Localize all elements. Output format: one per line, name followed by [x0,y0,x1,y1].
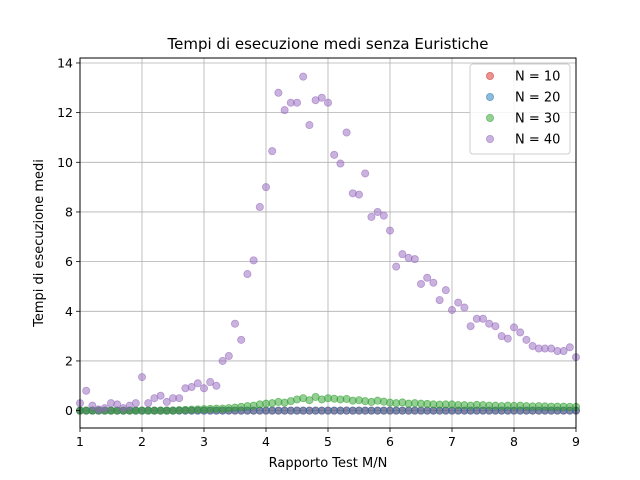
data-point [323,98,332,107]
data-point [565,343,574,352]
legend-label: N = 30 [515,112,560,127]
data-point [82,386,91,395]
data-point [88,401,97,410]
data-point [342,128,351,137]
data-point [162,397,171,406]
data-point [460,303,469,312]
data-point [410,255,419,264]
data-point [243,270,252,279]
data-point [373,207,382,216]
data-point [317,93,326,102]
data-point [305,396,314,405]
data-point [379,211,388,220]
data-point [398,250,407,259]
legend-label: N = 20 [515,91,560,106]
data-point [156,391,165,400]
x-tick-label: 9 [572,434,580,449]
data-point [516,328,525,337]
data-point [280,106,289,115]
data-point [354,190,363,199]
legend-marker [485,114,494,123]
data-point [187,383,196,392]
data-point [144,399,153,408]
x-axis-label: Rapporto Test M/N [269,456,388,471]
data-point [454,298,463,307]
data-point [559,347,568,356]
data-point [100,404,109,413]
data-point [330,150,339,159]
data-point [199,384,208,393]
data-point [441,286,450,295]
y-tick-label: 6 [65,254,73,269]
x-tick-label: 5 [324,434,332,449]
y-axis: 0 2 4 6 8 10 12 14 [57,55,80,418]
series-3 [76,392,581,415]
data-point [447,306,456,315]
data-point [423,273,432,282]
legend-marker [485,93,494,102]
y-axis-label: Tempi di esecuzione medi [32,159,47,328]
data-point [249,256,258,265]
y-tick-label: 8 [65,204,73,219]
data-point [509,323,518,332]
y-tick-label: 0 [65,403,73,418]
chart-title: Tempi di esecuzione medi senza Euristich… [167,35,489,53]
legend-box [469,63,571,155]
data-point [429,278,438,287]
series-4 [76,72,581,414]
data-point [212,381,221,390]
x-tick-label: 4 [262,434,270,449]
data-point [255,202,264,211]
data-point [336,159,345,168]
legend-marker [485,134,494,143]
data-point [218,356,227,365]
data-point [416,279,425,288]
data-point [224,351,233,360]
data-point [268,147,277,156]
y-tick-label: 14 [57,55,73,70]
x-tick-label: 7 [448,434,456,449]
data-point [367,212,376,221]
data-point [478,314,487,323]
legend-label: N = 40 [515,133,560,148]
x-axis: 1 2 3 4 5 6 7 8 9 [76,428,580,449]
x-tick-label: 1 [76,434,84,449]
data-point [361,169,370,178]
data-point [292,98,301,107]
data-point [113,400,122,409]
y-tick-label: 10 [57,155,73,170]
y-tick-label: 2 [65,353,73,368]
data-point [392,262,401,271]
data-point [261,183,270,192]
legend: N = 10 N = 20 N = 30 N = 40 [469,63,571,155]
data-point [137,373,146,382]
x-tick-label: 8 [510,434,518,449]
data-point [237,335,246,344]
data-point [305,121,314,130]
data-point [385,226,394,235]
data-point [274,88,283,97]
data-point [299,72,308,81]
x-tick-label: 2 [138,434,146,449]
data-point [193,379,202,388]
legend-marker [485,72,494,81]
data-point [175,394,184,403]
y-tick-label: 12 [57,105,73,120]
data-point [503,334,512,343]
x-tick-label: 3 [200,434,208,449]
data-point [435,296,444,305]
data-point [491,322,500,331]
data-point [131,399,140,408]
x-tick-label: 6 [386,434,394,449]
legend-label: N = 10 [515,70,560,85]
y-tick-label: 4 [65,304,73,319]
data-point [466,322,475,331]
plot-area [76,72,581,415]
data-point [230,319,239,328]
data-point [206,378,215,387]
data-point [522,335,531,344]
